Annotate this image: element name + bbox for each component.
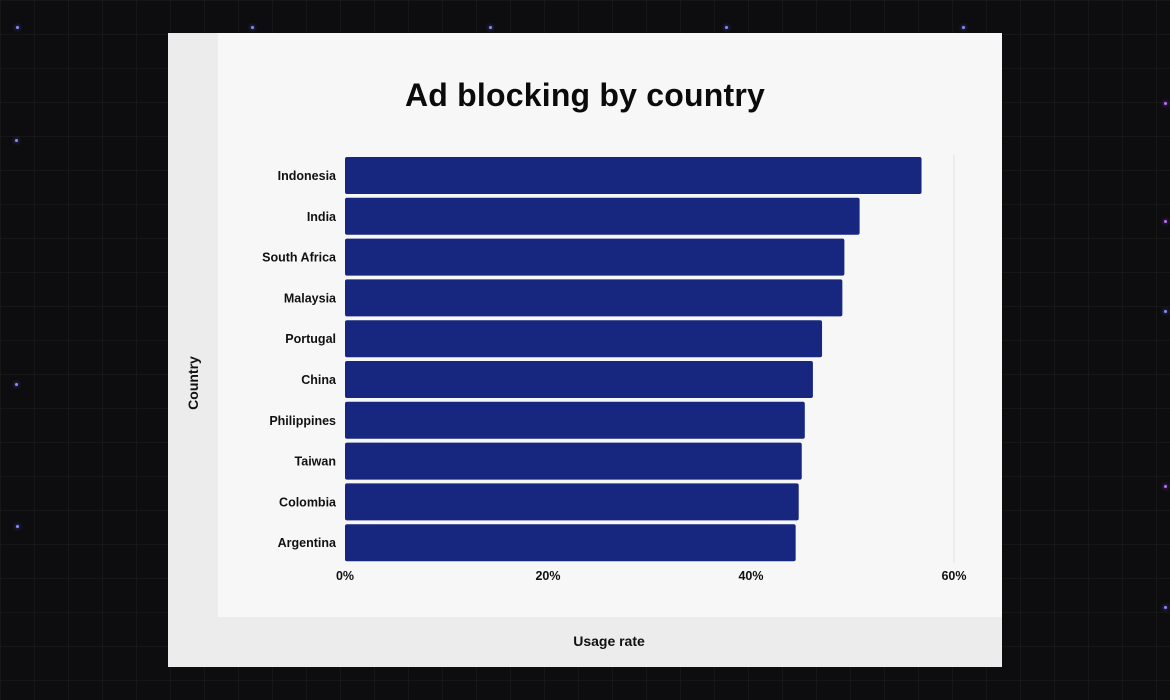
category-label: Argentina	[278, 536, 337, 550]
category-label: China	[301, 373, 337, 387]
x-axis-title: Usage rate	[573, 633, 645, 649]
bar-south-africa	[345, 238, 845, 276]
chart-title: Ad blocking by country	[405, 77, 765, 113]
category-label: Philippines	[269, 414, 336, 428]
background-sparkle	[725, 26, 728, 29]
background-sparkle	[15, 383, 18, 386]
category-label: India	[307, 210, 337, 224]
bar-china	[345, 361, 813, 398]
background-sparkle	[15, 139, 18, 142]
background-sparkle	[16, 525, 19, 528]
x-tick-label: 20%	[535, 569, 560, 583]
background-sparkle	[1164, 606, 1167, 609]
x-tick-label: 40%	[738, 569, 763, 583]
background-sparkle	[1164, 220, 1167, 223]
background-sparkle	[489, 26, 492, 29]
category-label: Malaysia	[284, 291, 337, 305]
y-axis-band	[168, 33, 218, 667]
x-tick-label: 0%	[336, 569, 354, 583]
x-axis-band	[218, 617, 1002, 667]
background-sparkle	[1164, 102, 1167, 105]
category-label: South Africa	[262, 251, 337, 265]
bar-colombia	[345, 483, 799, 521]
category-label: Colombia	[279, 495, 337, 509]
bar-chart-plot: Indonesia India South Africa Malaysia Portug…	[262, 155, 967, 583]
category-label: Portugal	[285, 332, 336, 346]
background-sparkle	[962, 26, 965, 29]
background-sparkle	[251, 26, 254, 29]
bar-philippines	[345, 401, 805, 439]
bar-portugal	[345, 320, 823, 358]
bar-argentina	[345, 524, 796, 562]
bar-malaysia	[345, 279, 843, 317]
chart-card: Country Usage rate Ad blocking by countr…	[168, 33, 1002, 667]
category-label: Indonesia	[278, 169, 337, 183]
x-tick-label: 60%	[941, 569, 966, 583]
category-label: Taiwan	[295, 455, 336, 469]
bar-india	[345, 197, 860, 235]
bar-taiwan	[345, 442, 802, 480]
bar-indonesia	[345, 157, 922, 194]
background-sparkle	[1164, 310, 1167, 313]
background-sparkle	[16, 26, 19, 29]
background-sparkle	[1164, 485, 1167, 488]
